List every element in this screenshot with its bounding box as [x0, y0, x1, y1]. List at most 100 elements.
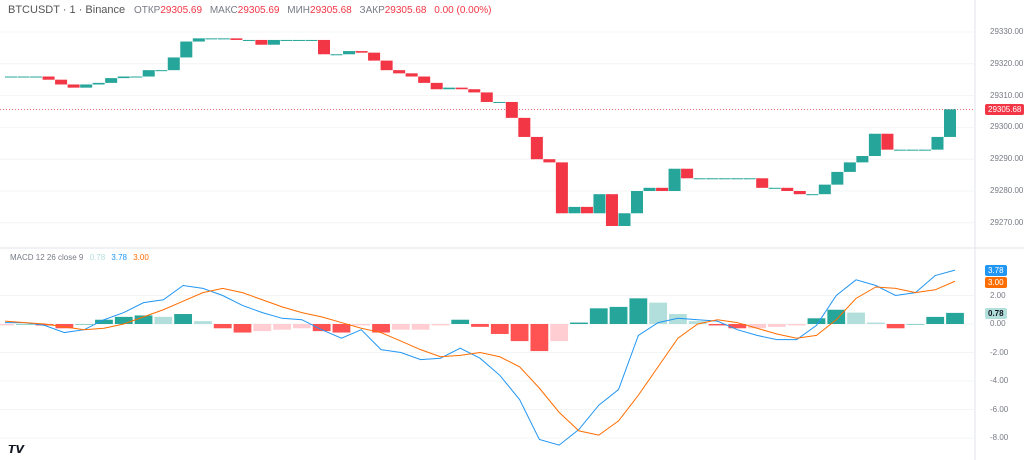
histogram-bar	[807, 318, 826, 324]
candle	[568, 206, 581, 214]
candle	[105, 78, 118, 83]
candle	[192, 38, 205, 42]
candle	[580, 206, 593, 214]
histogram-bar	[312, 324, 331, 332]
candle	[242, 39, 255, 41]
histogram-bar	[629, 298, 648, 324]
candle	[380, 60, 393, 71]
candle	[5, 76, 18, 78]
histogram-bar	[134, 315, 153, 324]
macd-title: MACD 12 26 close 9	[10, 253, 84, 262]
histogram-bar	[787, 324, 806, 326]
tradingview-logo[interactable]: 𝙏𝙑	[8, 444, 25, 456]
low-label: МИН	[287, 5, 311, 16]
signal-line	[4, 280, 956, 436]
candle	[818, 184, 831, 195]
candle	[130, 76, 143, 78]
candle	[67, 84, 80, 88]
candle	[843, 162, 856, 172]
candle	[330, 54, 343, 56]
candle	[155, 70, 168, 72]
candle	[768, 187, 781, 189]
candle	[305, 39, 318, 41]
candle	[30, 76, 43, 78]
candle	[393, 70, 406, 74]
histogram-bar	[767, 324, 786, 327]
candle	[793, 191, 806, 195]
histogram-bar	[570, 322, 588, 324]
macd-legend[interactable]: MACD 12 26 close 9 0.78 3.78 3.00	[10, 253, 153, 262]
candle	[893, 149, 906, 151]
histogram-bar	[411, 324, 430, 330]
price-tick-label: 29290.00	[990, 154, 1024, 164]
candle	[42, 76, 55, 80]
price-tick-label: 29270.00	[990, 217, 1024, 227]
histogram-bar	[55, 324, 74, 329]
histogram-bar	[609, 306, 628, 324]
histogram-bar	[827, 309, 846, 324]
candle	[668, 168, 681, 191]
histogram-bar	[114, 316, 133, 324]
histogram-bar	[194, 321, 212, 324]
histogram-bar	[530, 324, 549, 352]
histogram-bar	[847, 312, 865, 324]
histogram-bar	[332, 324, 351, 333]
candle	[743, 178, 756, 180]
histogram-bar	[213, 324, 232, 329]
candle	[180, 41, 193, 58]
candle	[918, 149, 931, 151]
candle	[593, 194, 606, 214]
histogram-bar	[15, 324, 34, 325]
high-value: 29305.69	[237, 5, 280, 16]
histogram-bar	[154, 316, 173, 324]
candle	[455, 87, 468, 90]
histogram-bar	[490, 324, 509, 334]
candle	[418, 76, 431, 83]
price-tick-label: 29300.00	[990, 122, 1024, 132]
histogram-bar	[451, 319, 470, 324]
candle	[167, 57, 180, 71]
candle	[405, 73, 418, 77]
macd-tick-label: -6.00	[990, 404, 1009, 414]
candle	[856, 156, 869, 163]
candle	[80, 84, 93, 88]
histogram-bar	[906, 324, 925, 325]
candle	[631, 191, 644, 214]
macd-line	[5, 269, 956, 446]
candle	[530, 136, 543, 160]
candle	[944, 109, 957, 137]
candle	[205, 38, 218, 40]
price-tick-label: 29280.00	[990, 186, 1024, 195]
candle	[555, 162, 568, 214]
histogram-bar	[926, 316, 945, 324]
candle	[267, 39, 280, 45]
histogram-bar	[372, 324, 390, 333]
candle	[618, 213, 631, 226]
candle	[343, 51, 356, 55]
candle	[217, 38, 230, 40]
candle	[318, 39, 331, 55]
histogram-bar	[233, 324, 252, 333]
candle	[505, 101, 518, 118]
candle	[255, 39, 268, 45]
open-label: ОТКР	[133, 5, 161, 16]
histogram-bar	[292, 324, 311, 329]
close-label: ЗАКР	[359, 5, 385, 16]
candle	[518, 117, 531, 137]
open-value: 29305.69	[160, 5, 203, 16]
histogram-bar	[866, 322, 885, 324]
candle	[681, 168, 694, 179]
candle	[706, 178, 719, 180]
symbol-title[interactable]: BTCUSDT · 1 · Binance	[8, 4, 126, 16]
candle	[656, 187, 669, 191]
candle	[443, 87, 456, 90]
candle	[292, 39, 305, 41]
histogram-bar	[550, 324, 569, 342]
candle	[781, 187, 794, 191]
histogram-bar	[669, 314, 687, 324]
candle	[605, 194, 618, 226]
histogram-bar	[708, 324, 727, 326]
candle	[92, 82, 105, 85]
histogram-bar	[688, 321, 707, 324]
